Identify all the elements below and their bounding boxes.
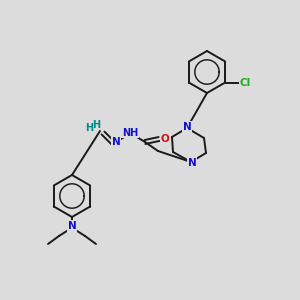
Text: N: N (68, 221, 76, 231)
Text: H: H (92, 120, 100, 130)
Text: H: H (85, 123, 93, 133)
Text: Cl: Cl (240, 77, 251, 88)
Text: N: N (112, 137, 120, 147)
Text: N: N (188, 158, 196, 168)
Text: O: O (160, 134, 169, 144)
Text: N: N (183, 122, 191, 132)
Text: NH: NH (122, 128, 138, 138)
